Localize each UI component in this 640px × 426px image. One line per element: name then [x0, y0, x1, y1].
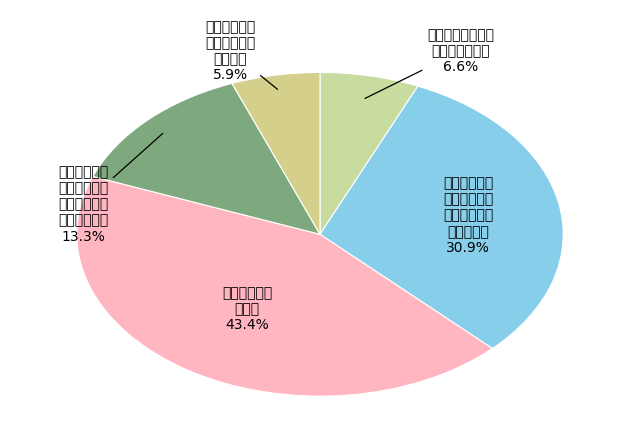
Wedge shape	[93, 83, 320, 234]
Wedge shape	[320, 86, 563, 348]
Text: どちらともい
えない
43.4%: どちらともい えない 43.4%	[222, 286, 273, 332]
Wedge shape	[232, 72, 320, 234]
Text: 有益なアドバイス
ができると思う
6.6%: 有益なアドバイス ができると思う 6.6%	[365, 28, 494, 98]
Text: 有益なアドバ
イスはできな
いと思う
5.9%: 有益なアドバ イスはできな いと思う 5.9%	[205, 20, 278, 89]
Text: どちらかとい
うと有益なア
ドバイスがで
きると思う
30.9%: どちらかとい うと有益なア ドバイスがで きると思う 30.9%	[443, 176, 493, 255]
Wedge shape	[320, 72, 418, 234]
Wedge shape	[77, 176, 492, 396]
Text: どちらかとい
うと有益なア
ドバイスはで
きないと思う
13.3%: どちらかとい うと有益なア ドバイスはで きないと思う 13.3%	[58, 133, 163, 244]
